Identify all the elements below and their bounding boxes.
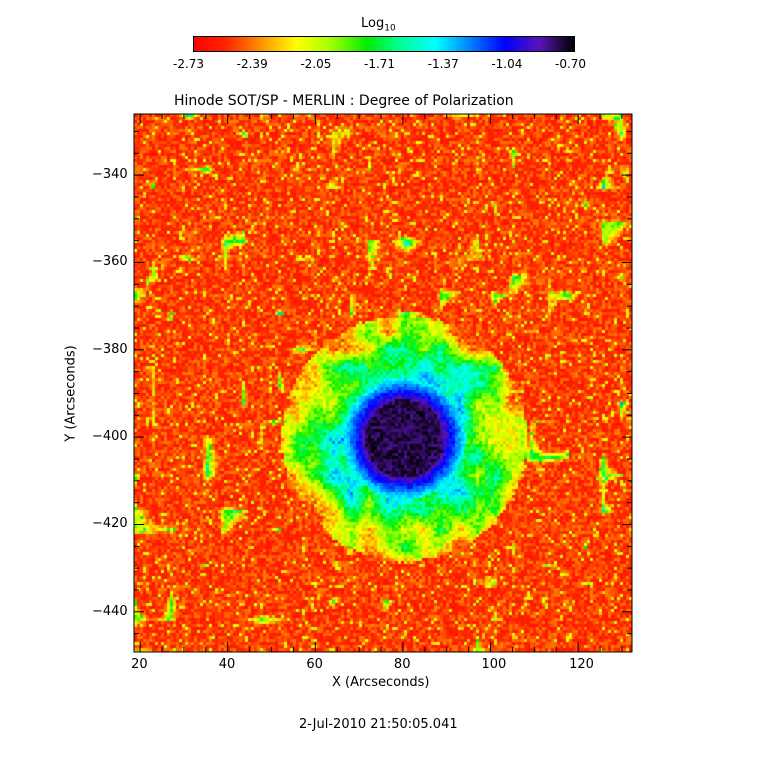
chart-title: Hinode SOT/SP - MERLIN : Degree of Polar… bbox=[174, 93, 514, 109]
y-tick-label: −380 bbox=[92, 341, 128, 357]
colorbar-label-text: Log bbox=[361, 16, 385, 31]
plot-frame bbox=[133, 113, 633, 653]
y-tick-label: −440 bbox=[92, 603, 128, 619]
y-tick-label: −360 bbox=[92, 254, 128, 270]
x-tick-label: 100 bbox=[481, 657, 507, 672]
colorbar-tick-label: -2.05 bbox=[300, 57, 332, 71]
colorbar-tick-label: -1.71 bbox=[364, 57, 396, 71]
y-tick-label: −420 bbox=[92, 516, 128, 532]
colorbar-tick-label: -1.37 bbox=[427, 57, 459, 71]
colorbar-tick-label: -2.39 bbox=[236, 57, 268, 71]
x-tick-label: 60 bbox=[306, 657, 323, 672]
x-tick-label: 120 bbox=[569, 657, 594, 672]
y-axis-label: Y (Arcseconds) bbox=[63, 345, 79, 442]
colorbar bbox=[193, 36, 575, 52]
colorbar-label-subscript: 10 bbox=[384, 23, 396, 34]
x-tick-label: 20 bbox=[131, 657, 148, 672]
x-axis-label: X (Arcseconds) bbox=[332, 675, 430, 690]
colorbar-tick-label: -2.73 bbox=[173, 57, 205, 71]
colorbar-tick-label: -1.04 bbox=[491, 57, 523, 71]
colorbar-tick-label: -0.70 bbox=[555, 57, 587, 71]
y-tick-label: −340 bbox=[92, 167, 128, 183]
colorbar-label: Log10 bbox=[361, 16, 396, 34]
x-tick-label: 80 bbox=[393, 657, 411, 672]
polarization-heatmap bbox=[134, 114, 632, 652]
x-tick-label: 40 bbox=[218, 657, 236, 672]
timestamp: 2-Jul-2010 21:50:05.041 bbox=[299, 717, 458, 732]
y-tick-label: −400 bbox=[92, 429, 128, 445]
